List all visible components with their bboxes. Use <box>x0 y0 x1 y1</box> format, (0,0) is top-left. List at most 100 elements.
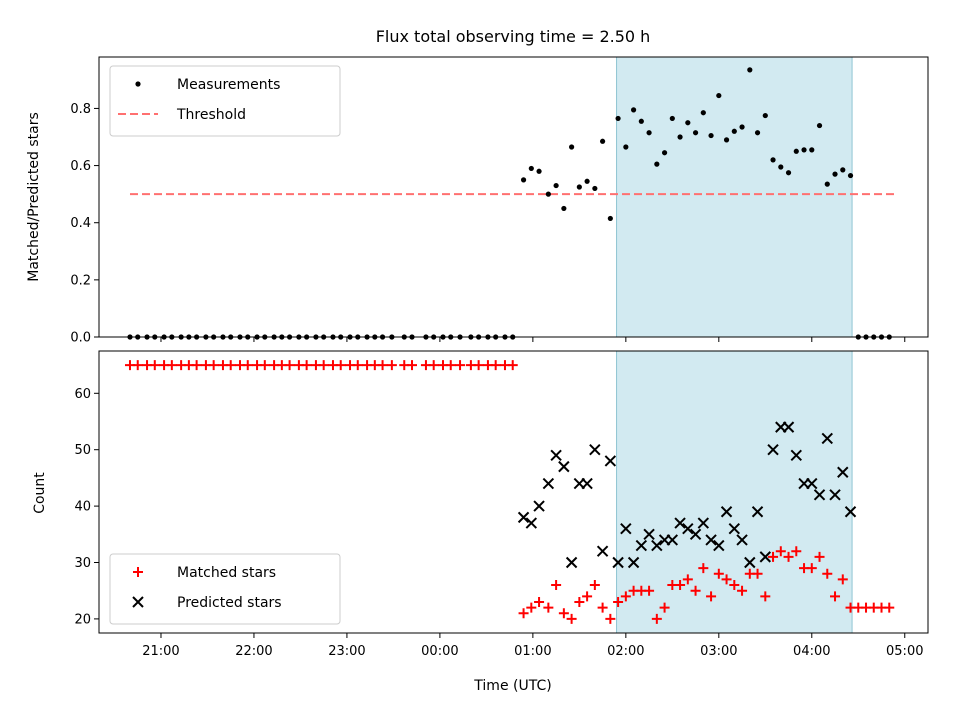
matched-star-point <box>713 568 724 579</box>
measurement-point <box>816 122 823 129</box>
matched-star-point <box>386 360 397 371</box>
predicted-star-point <box>517 511 530 524</box>
matched-star-point <box>543 602 554 613</box>
predicted-star-point <box>837 466 849 478</box>
measurement-point <box>623 144 629 150</box>
matched-star-point <box>830 591 841 602</box>
predicted-star-point <box>790 449 802 462</box>
predicted-star-point <box>612 556 624 569</box>
matched-star-point <box>534 596 545 607</box>
top-legend-label: Threshold <box>176 107 246 123</box>
measurement-point <box>708 132 714 139</box>
measurement-point <box>630 107 637 113</box>
measurement-point <box>840 167 846 173</box>
predicted-star-point <box>813 489 826 501</box>
measurement-point <box>638 118 644 124</box>
x-tick-label: 01:00 <box>514 644 551 659</box>
measurement-point <box>654 161 660 167</box>
bottom-plot-frame <box>98 350 929 634</box>
measurement-point <box>739 124 745 130</box>
matched-star-point <box>884 602 895 613</box>
predicted-star-point <box>635 539 648 552</box>
matched-star-point <box>132 360 143 371</box>
measurement-point <box>723 137 730 143</box>
predicted-star-point <box>751 506 764 518</box>
predicted-star-point <box>720 506 733 518</box>
matched-star-point <box>225 360 236 371</box>
matched-star-point <box>605 613 616 624</box>
matched-star-point <box>737 585 748 596</box>
x-axis-label: Time (UTC) <box>473 678 551 694</box>
measurement-point <box>592 185 598 192</box>
measurement-point <box>646 130 652 136</box>
bottom-legend-label: Matched stars <box>177 565 276 581</box>
matched-star-point <box>335 360 346 371</box>
predicted-star-point <box>821 432 833 445</box>
top-y-tick-label: 0.8 <box>70 102 91 117</box>
matched-star-point <box>698 563 709 574</box>
predicted-star-point <box>782 421 795 433</box>
measurement-point <box>661 150 668 156</box>
predicted-star-point <box>533 500 545 512</box>
matched-star-point <box>675 580 686 591</box>
predicted-star-point <box>643 528 655 541</box>
matched-star-point <box>377 360 388 371</box>
predicted-star-point <box>844 506 857 518</box>
bottom-legend-marker <box>132 596 144 608</box>
matched-star-point <box>352 360 363 371</box>
x-tick-label: 22:00 <box>235 644 272 659</box>
matched-star-point <box>208 360 219 371</box>
top-panel: 0.0 0.2 0.4 0.6 0.8 Measurements Threshold <box>70 56 929 346</box>
matched-star-point <box>166 360 177 371</box>
top-y-tick-label: 0.6 <box>70 159 91 174</box>
matched-star-point <box>791 546 802 557</box>
bottom-legend-box <box>109 553 341 625</box>
bottom-y-tick-label: 20 <box>74 612 91 627</box>
matched-star-point <box>558 608 569 619</box>
top-y-tick-label: 0.4 <box>70 216 91 231</box>
bottom-legend-marker <box>133 567 143 577</box>
measurement-point <box>716 92 722 99</box>
predicted-star-point <box>829 489 841 501</box>
top-legend-box <box>109 65 341 137</box>
x-tick-label: 21:00 <box>142 644 179 659</box>
predicted-star-point <box>550 449 562 462</box>
predicted-star-point <box>682 522 694 535</box>
bottom-y-tick-label: 50 <box>74 443 91 458</box>
matched-star-point <box>507 360 518 371</box>
predicted-star-point <box>697 517 710 529</box>
predicted-star-point <box>759 551 772 563</box>
matched-star-point <box>574 596 585 607</box>
predicted-star-point <box>744 556 756 569</box>
bottom-legend-label: Predicted stars <box>177 595 282 611</box>
matched-star-point <box>428 360 439 371</box>
predicted-star-point <box>525 517 538 529</box>
measurement-point <box>754 130 761 136</box>
matched-star-point <box>814 551 825 562</box>
matched-star-point <box>242 360 253 371</box>
matched-star-point <box>783 551 794 562</box>
matched-star-point <box>301 360 312 371</box>
predicted-star-point <box>767 443 779 456</box>
bottom-y-tick-label: 40 <box>74 500 91 515</box>
matched-star-point <box>582 591 593 602</box>
bottom-y-tick-label: 30 <box>74 556 91 571</box>
matched-star-point <box>806 563 817 574</box>
top-legend-label: Measurements <box>177 77 280 93</box>
chart-title: Flux total observing time = 2.50 h <box>376 27 651 46</box>
matched-star-point <box>682 574 693 585</box>
top-plot-frame <box>98 56 929 338</box>
measurement-point <box>700 110 706 116</box>
matched-star-point <box>473 360 484 371</box>
x-tick-label: 02:00 <box>607 644 644 659</box>
matched-star-point <box>191 360 202 371</box>
predicted-star-point <box>666 534 679 546</box>
matched-star-point <box>445 360 456 371</box>
measurement-point <box>545 191 551 197</box>
matched-star-point <box>752 568 763 579</box>
measurement-point <box>520 177 527 183</box>
x-tick-label: 04:00 <box>793 644 830 659</box>
measurement-point <box>847 172 854 179</box>
top-y-tick-label: 0.2 <box>70 273 91 288</box>
